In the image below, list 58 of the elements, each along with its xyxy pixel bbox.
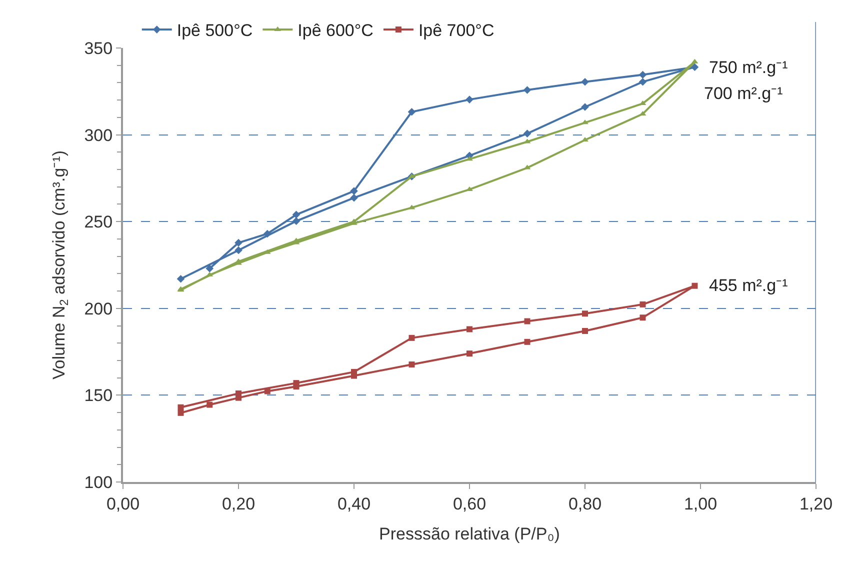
point bbox=[206, 264, 214, 272]
point bbox=[466, 156, 473, 161]
point bbox=[640, 314, 646, 321]
annotation: 455 m².g⁻¹ bbox=[709, 276, 788, 295]
point bbox=[234, 246, 242, 254]
point bbox=[350, 194, 358, 202]
point bbox=[466, 96, 474, 104]
point bbox=[692, 282, 698, 289]
point bbox=[638, 70, 647, 79]
point bbox=[638, 78, 647, 86]
point bbox=[263, 230, 272, 238]
y-tick-label: 100 bbox=[84, 472, 113, 492]
point bbox=[466, 326, 472, 332]
legend-label: Ipê 700°C bbox=[418, 21, 494, 40]
point bbox=[408, 334, 415, 341]
point bbox=[466, 350, 472, 357]
point bbox=[524, 338, 530, 345]
point bbox=[292, 210, 300, 219]
point bbox=[581, 103, 589, 111]
annotation: 750 m².g⁻¹ bbox=[709, 58, 788, 77]
annotation: 700 m².g⁻¹ bbox=[704, 84, 784, 103]
point bbox=[234, 238, 242, 247]
point bbox=[178, 404, 184, 410]
x-tick-label: 1,00 bbox=[684, 494, 718, 514]
legend-label: Ipê 500°C bbox=[176, 21, 253, 40]
point bbox=[690, 63, 699, 71]
point bbox=[408, 361, 415, 368]
legend-label: Ipê 600°C bbox=[298, 21, 374, 40]
point bbox=[293, 380, 300, 386]
x-tick-label: 0,80 bbox=[568, 494, 602, 514]
point bbox=[524, 318, 530, 324]
y-tick-label: 200 bbox=[84, 299, 113, 318]
point bbox=[582, 328, 588, 334]
x-tick-label: 0,60 bbox=[452, 494, 486, 514]
x-tick-label: 1,20 bbox=[799, 494, 833, 514]
x-axis-title: Presssão relativa (P/P₀) bbox=[379, 524, 560, 544]
y-tick-label: 350 bbox=[84, 38, 113, 58]
point bbox=[206, 402, 213, 408]
point bbox=[582, 137, 588, 142]
point bbox=[176, 274, 185, 283]
y-tick-label: 150 bbox=[84, 386, 113, 406]
point bbox=[581, 78, 589, 86]
x-tick-label: 0,40 bbox=[337, 494, 371, 514]
point bbox=[178, 410, 184, 416]
point bbox=[292, 217, 300, 225]
point bbox=[523, 130, 532, 138]
point bbox=[264, 388, 270, 394]
x-tick-label: 0,20 bbox=[222, 494, 256, 514]
y-tick-label: 300 bbox=[84, 126, 113, 145]
point bbox=[408, 108, 416, 116]
y-tick-label: 250 bbox=[84, 212, 113, 232]
point bbox=[523, 86, 532, 94]
point bbox=[640, 301, 646, 308]
point bbox=[466, 186, 473, 191]
point bbox=[582, 120, 588, 124]
point bbox=[350, 187, 358, 195]
x-tick-label: 0,00 bbox=[106, 494, 140, 514]
point bbox=[582, 310, 588, 317]
